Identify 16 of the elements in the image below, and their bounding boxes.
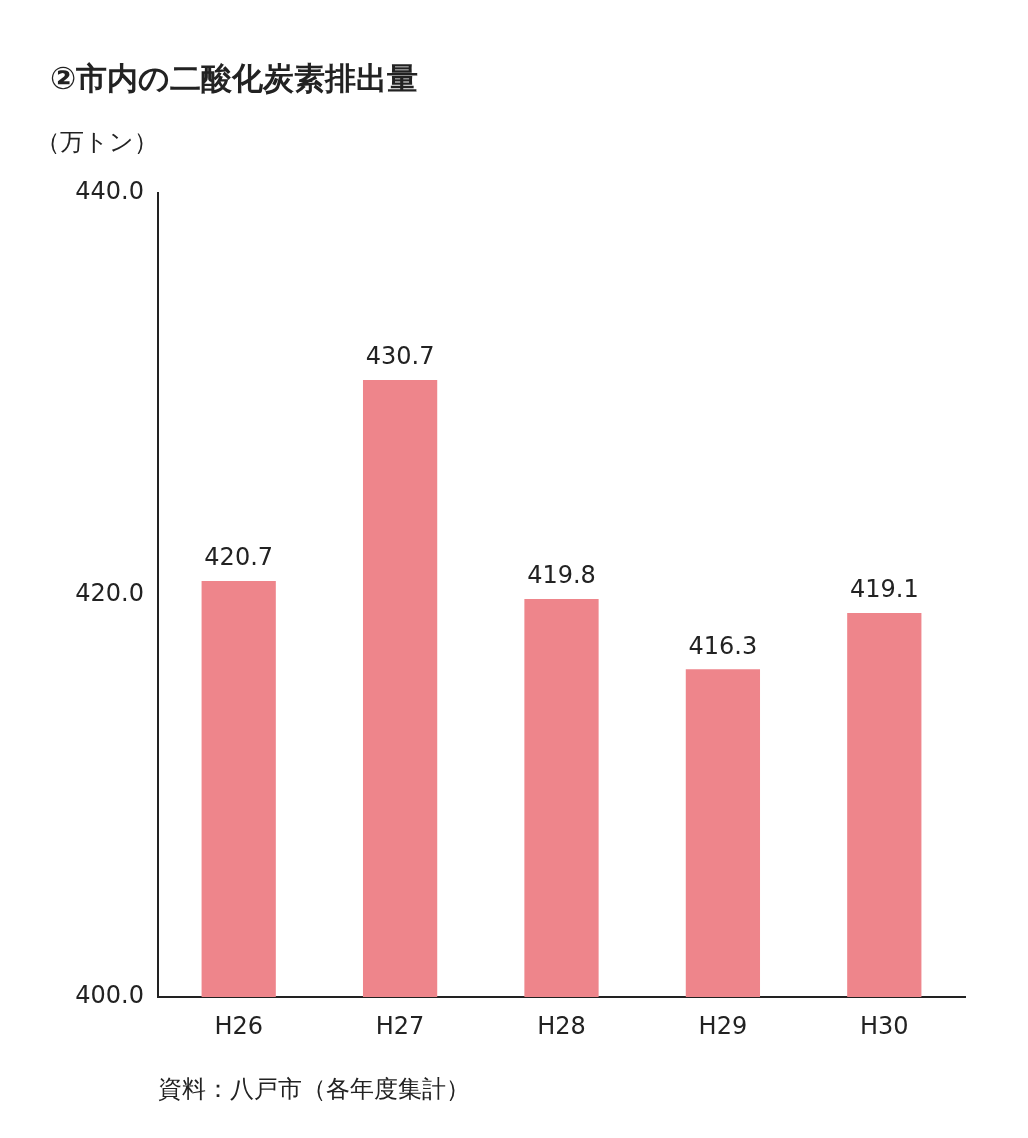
data-label: 420.7 [204,543,274,572]
data-label: 416.3 [688,631,758,660]
data-label: 430.7 [365,342,435,371]
x-tick-label: H27 [375,1011,425,1040]
y-tick-label: 440.0 [75,177,144,206]
x-tick-label: H26 [214,1011,263,1040]
data-label: 419.8 [527,561,596,590]
chart-title: ②市内の二酸化炭素排出量 [50,59,419,98]
y-tick-label: 420.0 [75,579,144,608]
x-tick-label: H29 [698,1011,748,1040]
y-axis-title: （万トン） [36,127,158,158]
y-tick-label: 400.0 [75,981,144,1010]
text: 資料：八戸市（各年度集計） [158,1074,470,1105]
x-tick-label: H28 [537,1011,586,1040]
data-label: 419.1 [849,575,919,604]
x-tick-label: H30 [860,1011,909,1040]
